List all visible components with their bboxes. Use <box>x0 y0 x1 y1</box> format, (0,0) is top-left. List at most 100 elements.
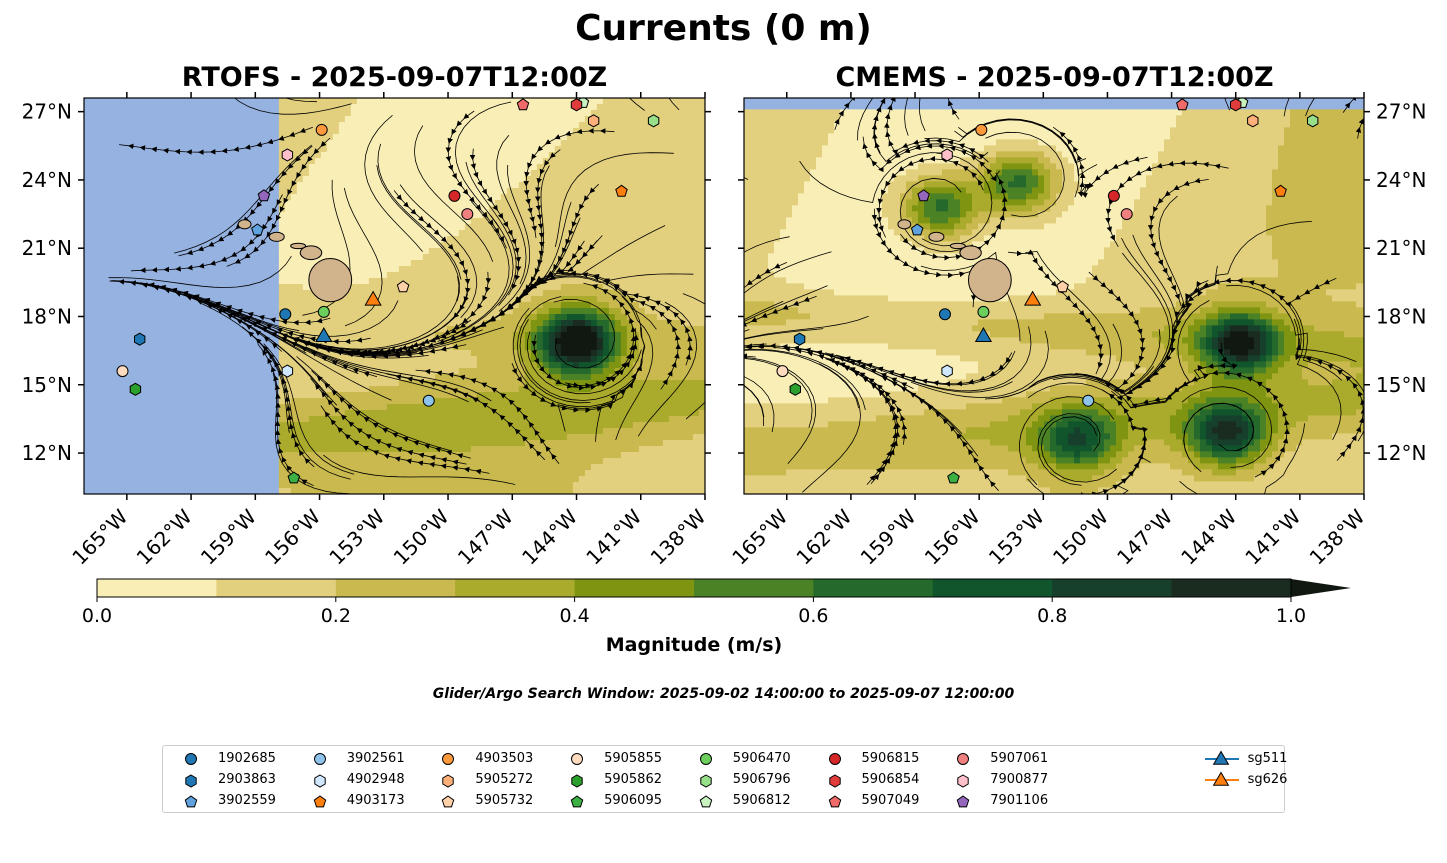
streamline <box>273 330 467 360</box>
magnitude-cell <box>494 362 502 369</box>
magnitude-cell <box>284 212 292 219</box>
magnitude-cell <box>440 146 448 153</box>
magnitude-cell <box>494 398 502 405</box>
magnitude-cell <box>744 301 751 308</box>
magnitude-cell <box>602 170 610 177</box>
magnitude-cell <box>578 194 586 201</box>
magnitude-cell <box>416 410 424 417</box>
magnitude-cell <box>332 134 340 141</box>
magnitude-cell <box>512 392 520 399</box>
magnitude-cell <box>302 284 310 291</box>
magnitude-cell <box>704 182 705 189</box>
magnitude-cell <box>398 134 406 141</box>
magnitude-cell <box>750 127 757 134</box>
magnitude-cell <box>428 488 436 494</box>
magnitude-cell <box>656 344 664 351</box>
magnitude-cell <box>578 446 586 453</box>
magnitude-cell <box>542 350 550 357</box>
magnitude-cell <box>506 386 514 393</box>
magnitude-cell <box>536 326 544 333</box>
magnitude-cell <box>458 248 466 255</box>
magnitude-cell <box>494 374 502 381</box>
magnitude-cell <box>362 182 370 189</box>
magnitude-cell <box>380 122 388 129</box>
magnitude-cell <box>392 158 400 165</box>
magnitude-cell <box>446 230 454 237</box>
magnitude-cell <box>494 194 502 201</box>
magnitude-cell <box>692 308 700 315</box>
magnitude-cell <box>750 199 757 206</box>
magnitude-cell <box>692 272 700 279</box>
magnitude-cell <box>452 362 460 369</box>
magnitude-cell <box>506 476 514 483</box>
magnitude-cell <box>404 272 412 279</box>
magnitude-cell <box>506 116 514 123</box>
magnitude-cell <box>344 380 352 387</box>
magnitude-cell <box>680 428 688 435</box>
magnitude-cell <box>338 104 346 111</box>
magnitude-cell <box>314 326 322 333</box>
magnitude-cell <box>744 199 751 206</box>
magnitude-cell <box>296 260 304 267</box>
magnitude-cell <box>578 428 586 435</box>
magnitude-cell <box>386 476 394 483</box>
magnitude-cell <box>512 314 520 321</box>
magnitude-cell <box>686 98 694 105</box>
magnitude-cell <box>416 476 424 483</box>
magnitude-cell <box>362 170 370 177</box>
magnitude-cell <box>398 296 406 303</box>
magnitude-cell <box>602 224 610 231</box>
magnitude-cell <box>560 470 568 477</box>
magnitude-cell <box>650 254 658 261</box>
magnitude-cell <box>494 380 502 387</box>
magnitude-cell <box>584 368 592 375</box>
magnitude-cell <box>374 380 382 387</box>
magnitude-cell <box>428 386 436 393</box>
magnitude-cell <box>680 266 688 273</box>
magnitude-cell <box>440 272 448 279</box>
magnitude-cell <box>560 482 568 489</box>
magnitude-cell <box>302 392 310 399</box>
magnitude-cell <box>452 182 460 189</box>
magnitude-cell <box>482 164 490 171</box>
magnitude-cell <box>698 470 705 477</box>
magnitude-cell <box>368 158 376 165</box>
magnitude-cell <box>362 380 370 387</box>
magnitude-cell <box>278 356 286 363</box>
island <box>290 242 307 250</box>
magnitude-cell <box>368 314 376 321</box>
magnitude-cell <box>698 170 705 177</box>
magnitude-cell <box>458 224 466 231</box>
magnitude-cell <box>602 116 610 123</box>
magnitude-cell <box>392 362 400 369</box>
magnitude-cell <box>548 356 556 363</box>
magnitude-cell <box>338 230 346 237</box>
magnitude-cell <box>320 236 328 243</box>
magnitude-cell <box>428 116 436 123</box>
magnitude-cell <box>392 356 400 363</box>
magnitude-cell <box>686 302 694 309</box>
magnitude-cell <box>308 176 316 183</box>
magnitude-cell <box>368 170 376 177</box>
magnitude-cell <box>572 440 580 447</box>
platform-marker-5906815 <box>448 189 461 202</box>
magnitude-cell <box>290 272 298 279</box>
magnitude-cell <box>518 476 526 483</box>
magnitude-cell <box>488 344 496 351</box>
magnitude-cell <box>380 362 388 369</box>
magnitude-cell <box>488 458 496 465</box>
magnitude-cell <box>602 452 610 459</box>
magnitude-cell <box>668 470 676 477</box>
magnitude-cell <box>434 110 442 117</box>
magnitude-cell <box>614 146 622 153</box>
magnitude-cell <box>584 350 592 357</box>
magnitude-cell <box>290 278 298 285</box>
magnitude-cell <box>698 338 705 345</box>
magnitude-cell <box>656 206 664 213</box>
magnitude-cell <box>692 416 700 423</box>
magnitude-cell <box>536 398 544 405</box>
magnitude-cell <box>368 470 376 477</box>
magnitude-cell <box>404 188 412 195</box>
panel-title-rtofs: RTOFS - 2025-09-07T12:00Z <box>181 62 608 93</box>
magnitude-cell <box>434 266 442 273</box>
